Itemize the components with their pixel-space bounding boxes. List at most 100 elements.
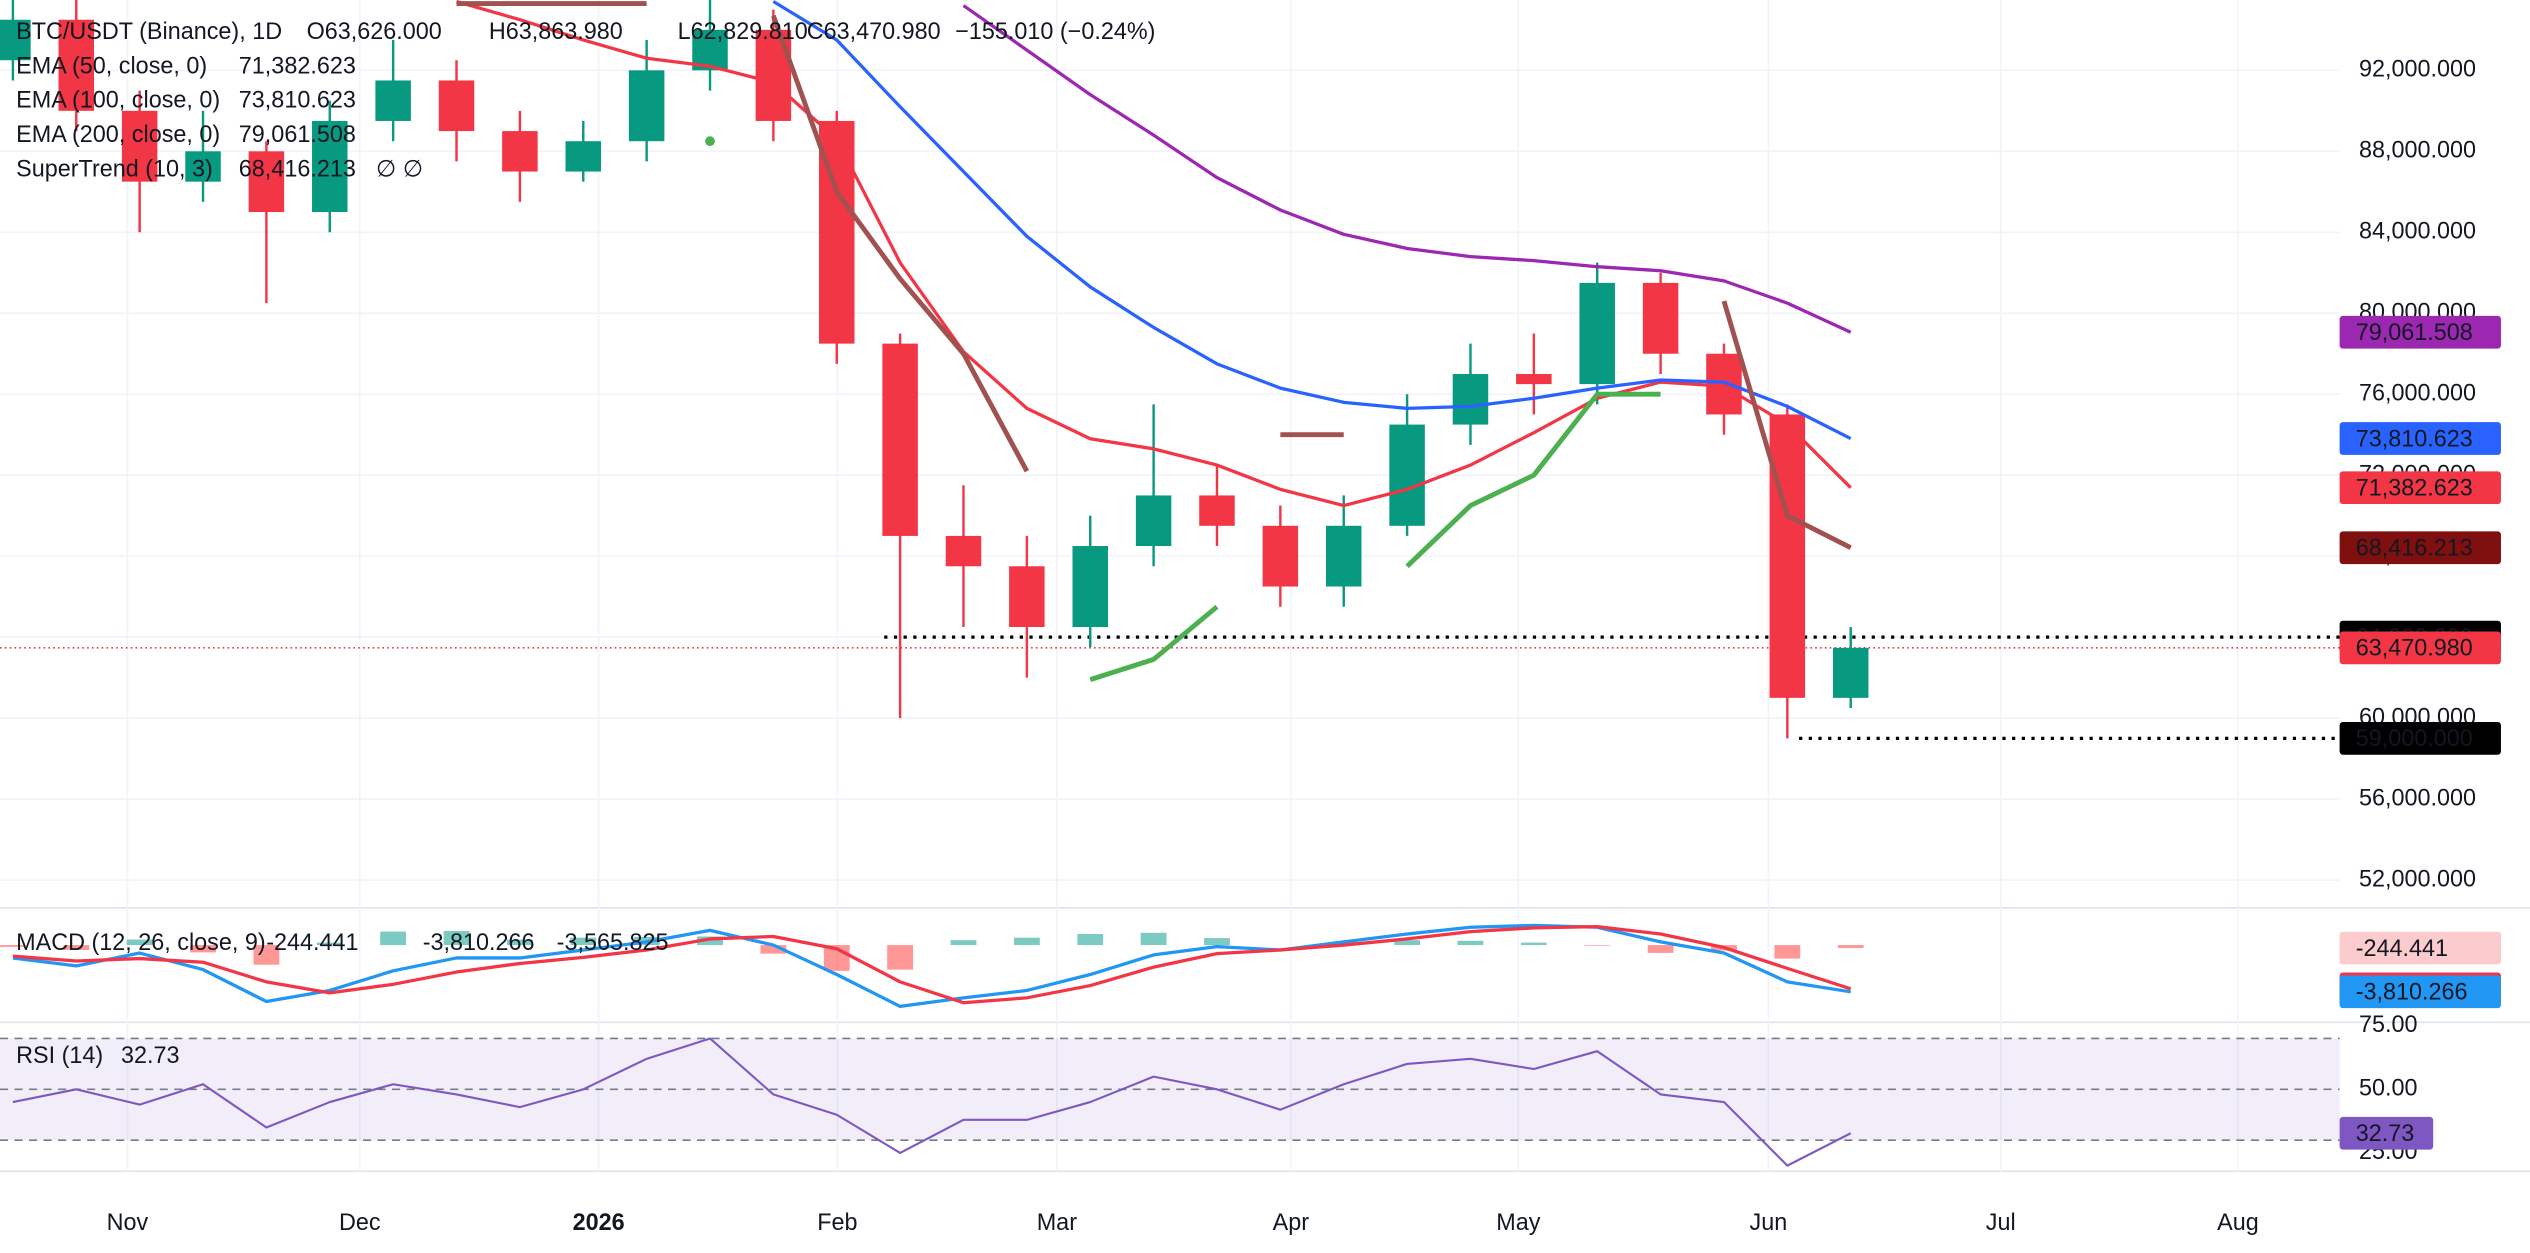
price-badge bbox=[2339, 931, 2501, 965]
supertrend-down bbox=[1721, 300, 1852, 550]
histogram-bar bbox=[760, 945, 787, 954]
histogram-bar bbox=[380, 931, 407, 946]
candle-body bbox=[1769, 414, 1806, 698]
price-badge-label: 79,061.508 bbox=[2356, 319, 2473, 345]
histogram-bar bbox=[887, 945, 914, 970]
overlay: BTC/USDT (Binance), 1D O63,626.000 H63,863… bbox=[16, 18, 2501, 1150]
candle-body bbox=[121, 110, 158, 182]
histogram-bar bbox=[1457, 940, 1484, 946]
price-badge bbox=[2339, 531, 2501, 565]
price-badge-label: 71,382.623 bbox=[2356, 474, 2473, 500]
indicator-value: -3,810.266 bbox=[423, 929, 535, 955]
histogram-bar bbox=[1837, 945, 1864, 949]
price-badge-label: 59,000.000 bbox=[2356, 725, 2473, 751]
candle-body bbox=[502, 131, 538, 172]
histogram-bar bbox=[253, 945, 280, 965]
candle-body bbox=[375, 80, 411, 121]
indicator-value: 71,382.623 bbox=[239, 52, 356, 78]
y-tick-label: 56,000.000 bbox=[2359, 784, 2476, 810]
ema-line bbox=[962, 4, 1852, 334]
indicator-value: 73,810.623 bbox=[239, 87, 356, 113]
candle-body bbox=[58, 19, 95, 111]
histogram-bar bbox=[1013, 937, 1040, 946]
plot-area bbox=[0, 0, 2340, 1167]
macd-line bbox=[12, 925, 1852, 1005]
candle-body bbox=[1452, 373, 1489, 425]
x-tick-label: 2026 bbox=[573, 1209, 625, 1235]
price-badge bbox=[2339, 631, 2501, 665]
candle-body bbox=[945, 535, 982, 567]
candle-body bbox=[312, 120, 348, 213]
ohlc-value: H63,863.980 bbox=[489, 18, 623, 44]
y-tick-label: 75.00 bbox=[2359, 1011, 2418, 1037]
price-badge bbox=[2339, 721, 2501, 755]
histogram-bar bbox=[1140, 932, 1167, 946]
histogram-bar bbox=[506, 939, 533, 946]
histogram-bar bbox=[443, 930, 470, 946]
price-badge-label: 63,470.980 bbox=[2356, 635, 2473, 661]
indicator-value: -244.441 bbox=[266, 929, 358, 955]
ohlc-value: O63,626.000 bbox=[307, 18, 442, 44]
candle-body bbox=[882, 343, 918, 536]
indicator-name: EMA (100, close, 0) bbox=[16, 87, 220, 113]
y-tick-label: 52,000.000 bbox=[2359, 865, 2476, 891]
supertrend-up bbox=[1405, 391, 1661, 569]
y-tick-label: 50.00 bbox=[2359, 1074, 2418, 1100]
ohlc-value: −155.010 (−0.24%) bbox=[955, 18, 1155, 44]
x-tick-label: Aug bbox=[2217, 1209, 2259, 1235]
ohlc-value: L62,829.810 bbox=[678, 18, 808, 44]
y-tick-label: 88,000.000 bbox=[2359, 136, 2476, 162]
ema-line bbox=[772, 0, 1852, 441]
candle-body bbox=[1325, 525, 1362, 587]
price-badge bbox=[2339, 975, 2501, 1009]
indicator-value: 79,061.508 bbox=[239, 121, 356, 147]
price-badge-label: 68,416.213 bbox=[2356, 534, 2473, 560]
indicator-value: 68,416.213 bbox=[239, 155, 356, 181]
x-tick-label: Nov bbox=[107, 1209, 149, 1235]
price-badge bbox=[2339, 422, 2501, 455]
price-badge-label: -244.441 bbox=[2356, 935, 2448, 961]
histogram-bar bbox=[63, 945, 90, 950]
y-tick-label: 76,000.000 bbox=[2359, 379, 2476, 405]
price-badge-label: 32.73 bbox=[2356, 1120, 2415, 1146]
histogram-bar bbox=[1520, 942, 1547, 946]
indicator-flags: ∅ ∅ bbox=[376, 155, 423, 181]
candle-body bbox=[1389, 424, 1425, 526]
indicator-name: EMA (50, close, 0) bbox=[16, 52, 207, 78]
candle-body bbox=[1832, 647, 1869, 698]
indicator-name: SuperTrend (10, 3) bbox=[16, 155, 213, 181]
candle-body bbox=[1135, 495, 1172, 547]
y-tick-label: 84,000.000 bbox=[2359, 217, 2476, 243]
histogram-bar bbox=[570, 937, 597, 946]
candle-body bbox=[185, 151, 221, 182]
candle-body bbox=[248, 151, 285, 213]
supertrend-up bbox=[705, 136, 715, 147]
indicator-value: 32.73 bbox=[121, 1042, 180, 1068]
x-tick-label: May bbox=[1496, 1209, 1540, 1235]
histogram-bar bbox=[1394, 940, 1421, 946]
histogram-bar bbox=[1077, 934, 1104, 946]
y-tick-label: 92,000.000 bbox=[2359, 55, 2476, 81]
x-tick-label: Jul bbox=[1986, 1209, 2016, 1235]
candle-body bbox=[1072, 546, 1108, 628]
histogram-bar bbox=[1204, 938, 1230, 946]
histogram-bar bbox=[950, 940, 977, 946]
x-tick-label: Mar bbox=[1037, 1209, 1077, 1235]
price-badge-label: 73,810.623 bbox=[2356, 425, 2473, 451]
indicator-value: -3,565.825 bbox=[557, 929, 669, 955]
ohlc-value: C63,470.980 bbox=[807, 18, 941, 44]
candle-body bbox=[628, 70, 665, 142]
rsi-line bbox=[12, 1037, 1852, 1167]
x-tick-label: Feb bbox=[817, 1209, 857, 1235]
price-badge bbox=[2339, 471, 2501, 505]
price-badge-label: -3,810.266 bbox=[2356, 979, 2468, 1005]
indicator-name: EMA (200, close, 0) bbox=[16, 121, 220, 147]
candle-body bbox=[1579, 282, 1615, 385]
histogram-bar bbox=[1584, 945, 1611, 946]
candle-body bbox=[1642, 282, 1679, 354]
price-badge bbox=[2339, 1116, 2434, 1150]
indicator-name: MACD (12, 26, close, 9) bbox=[16, 929, 266, 955]
